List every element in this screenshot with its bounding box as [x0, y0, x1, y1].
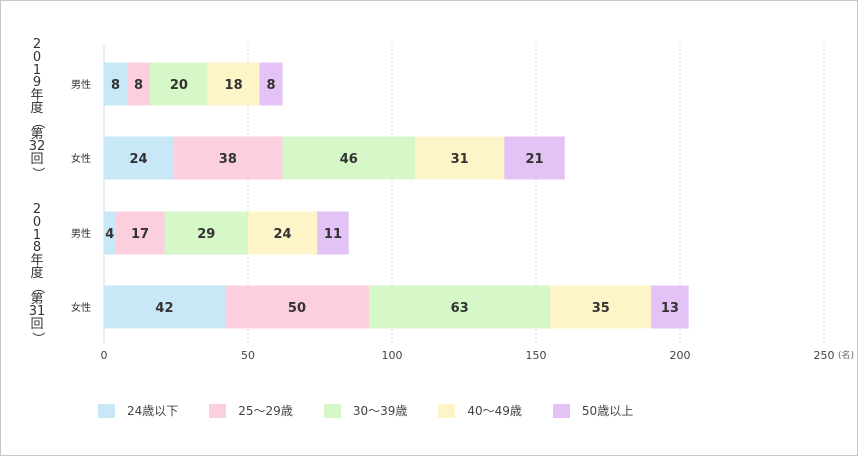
group-label-char: 8: [32, 240, 42, 256]
legend-swatch: [98, 403, 115, 418]
bar-segment: [317, 211, 349, 255]
chart-legend: 24歳以下 25〜29歳 30〜39歳 40〜49歳 50歳以上: [98, 402, 664, 419]
x-tick-label: 200: [670, 349, 691, 362]
bar-value-label: 50: [288, 301, 306, 316]
x-tick-label: 50: [241, 349, 255, 362]
bar-segment: [104, 211, 116, 255]
category-label: 男性: [71, 227, 91, 240]
bar-segment: [248, 211, 318, 255]
x-tick-label: 250: [814, 349, 835, 362]
legend-item: 50歳以上: [552, 402, 634, 419]
bar-value-label: 24: [130, 152, 148, 167]
bar-value-label: 18: [225, 78, 243, 93]
bar-value-label: 8: [134, 78, 143, 93]
bar-value-label: 21: [526, 152, 544, 167]
bar-value-label: 13: [661, 301, 679, 316]
legend-label: 25〜29歳: [238, 404, 293, 418]
group-label-char: 2: [32, 202, 42, 217]
bar-value-label: 46: [340, 152, 358, 167]
bar-value-label: 24: [274, 227, 292, 242]
group-label-2018: 2 0 1 8 年度（第 31 回）: [23, 202, 51, 345]
bar-value-label: 8: [267, 78, 276, 93]
group-label-char: 1: [32, 227, 42, 243]
category-label: 男性: [71, 78, 91, 91]
bar-segment: [164, 211, 248, 255]
bar-segment: [104, 136, 174, 180]
bar-value-label: 17: [131, 227, 149, 242]
bar-value-label: 20: [170, 78, 188, 93]
group-label-char: 年: [30, 88, 44, 104]
legend-label: 30〜39歳: [352, 404, 408, 418]
group-label-char: 32: [28, 139, 46, 155]
group-label-char: 31: [28, 304, 46, 320]
bar-value-label: 31: [451, 152, 469, 167]
bar-segment: [224, 285, 369, 329]
group-label-char: 回: [30, 152, 44, 168]
group-label-char: 0: [32, 49, 42, 65]
group-label-char: 0: [32, 214, 42, 230]
legend-swatch: [552, 403, 570, 418]
bar-segment: [207, 62, 260, 106]
bar-segment: [173, 136, 283, 180]
x-unit-label: (名): [838, 349, 854, 361]
bar-segment: [127, 62, 151, 106]
legend-label: 50歳以上: [581, 404, 634, 418]
category-label: 女性: [71, 301, 91, 314]
legend-swatch: [323, 403, 341, 418]
bar-value-label: 63: [451, 301, 469, 316]
bar-value-label: 4: [105, 227, 114, 242]
bar-segment: [415, 136, 505, 180]
category-label: 女性: [71, 152, 91, 165]
x-tick-label: 0: [101, 349, 108, 362]
legend-label: 24歳以下: [127, 404, 179, 418]
group-label-char: 度: [30, 265, 44, 281]
bar-segment: [504, 136, 565, 180]
x-tick-label: 100: [382, 349, 403, 362]
bar-value-label: 42: [155, 301, 173, 316]
group-label-char: 2: [32, 37, 42, 52]
bar-value-label: 35: [592, 301, 610, 316]
bar-segment: [651, 285, 689, 329]
group-label-char: 第: [30, 126, 44, 142]
bar-segment: [115, 211, 165, 255]
bar-value-label: 29: [197, 227, 215, 242]
legend-label: 40〜49歳: [467, 404, 522, 418]
bar-segment: [259, 62, 283, 106]
group-label-char: 第: [30, 291, 44, 307]
bar-segment: [104, 285, 225, 329]
x-tick-label: 150: [526, 349, 547, 362]
group-label-char: 年: [30, 253, 44, 269]
legend-item: 25〜29歳: [209, 402, 293, 419]
legend-item: 24歳以下: [98, 402, 178, 419]
bar-value-label: 11: [324, 227, 342, 242]
legend-swatch: [209, 403, 227, 418]
bar-value-label: 8: [111, 78, 120, 93]
bar-segment: [150, 62, 208, 106]
bar-segment: [282, 136, 416, 180]
group-label-char: 回: [30, 317, 44, 333]
group-label-char: 度: [30, 100, 44, 116]
bar-segment: [550, 285, 652, 329]
bar-segment: [368, 285, 551, 329]
legend-swatch: [438, 403, 456, 418]
legend-item: 40〜49歳: [438, 402, 522, 419]
group-label-char: 1: [32, 62, 42, 78]
legend-item: 30〜39歳: [323, 402, 408, 419]
bar-segment: [104, 62, 128, 106]
bar-value-label: 38: [219, 152, 237, 167]
group-label-char: 9: [32, 75, 42, 91]
group-label-2019: 2 0 1 9 年度（第 32 回）: [23, 37, 51, 180]
